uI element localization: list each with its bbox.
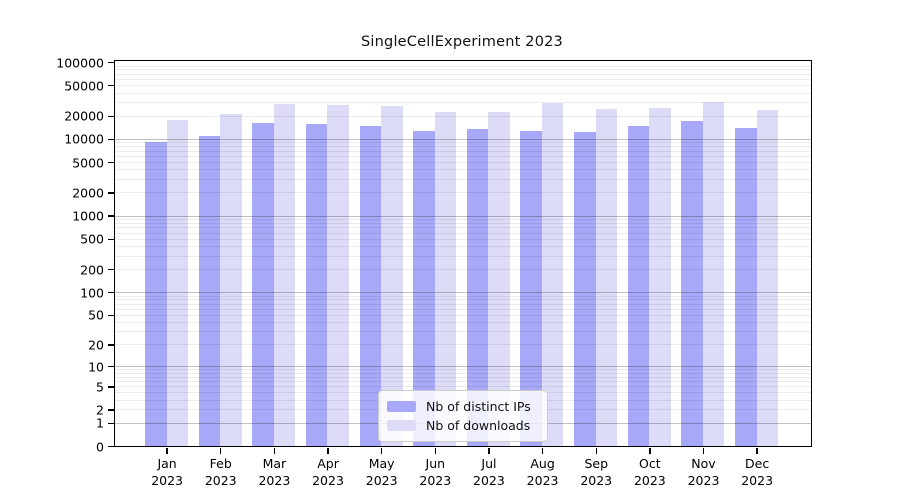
- bar-downloads-jan: [166, 119, 188, 446]
- legend-swatch-downloads: [387, 420, 416, 431]
- y-axis-tick: [108, 192, 114, 194]
- gridline: [115, 79, 811, 81]
- bar-downloads-nov: [702, 101, 725, 446]
- bar-downloads-aug: [541, 103, 564, 446]
- x-axis-tick: [273, 448, 276, 455]
- x-axis-tick: [702, 448, 705, 455]
- legend-box: Nb of distinct IPs Nb of downloads: [378, 390, 548, 442]
- x-axis-tick-label-dec: Dec 2023: [741, 456, 774, 488]
- bar-downloads-feb: [220, 114, 242, 446]
- y-axis-tick: [108, 409, 114, 411]
- y-axis-tick: [108, 386, 114, 388]
- bar-downloads-may: [381, 105, 403, 446]
- x-axis-tick: [327, 448, 329, 455]
- y-axis-tick: [108, 85, 114, 87]
- x-axis-tick: [541, 448, 544, 455]
- y-axis-tick: [108, 115, 114, 117]
- bar-downloads-jun: [434, 112, 457, 446]
- x-axis-tick: [488, 448, 490, 455]
- y-axis-tick-label: 20000: [64, 108, 104, 124]
- y-axis-tick-label: 1: [96, 415, 104, 431]
- y-axis-tick: [108, 445, 114, 448]
- y-axis-tick: [108, 365, 114, 368]
- gridline: [115, 73, 811, 75]
- y-axis-tick-label: 100000: [56, 55, 104, 71]
- legend-swatch-distinct-ips: [387, 401, 416, 412]
- x-axis-tick-label-sep: Sep 2023: [580, 456, 613, 488]
- gridline: [115, 85, 811, 87]
- y-axis-tick: [108, 269, 114, 271]
- bar-ips-jan: [145, 141, 167, 446]
- y-axis-tick-label: 1000: [72, 208, 104, 224]
- bar-downloads-apr: [327, 104, 349, 446]
- bar-ips-apr: [305, 123, 328, 446]
- bar-ips-dec: [735, 127, 757, 446]
- bar-ips-jun: [413, 130, 435, 446]
- x-axis-tick: [380, 448, 383, 455]
- x-axis-tick-label-nov: Nov 2023: [687, 456, 720, 488]
- gridline: [115, 69, 811, 71]
- gridline: [115, 65, 811, 67]
- x-axis-tick-label-jun: Jun 2023: [419, 456, 452, 488]
- legend-item-distinct-ips: Nb of distinct IPs: [387, 397, 537, 416]
- x-axis-tick: [166, 448, 168, 455]
- y-axis-tick: [108, 215, 114, 217]
- y-axis-tick-label: 0: [96, 439, 104, 455]
- chart-title: SingleCellExperiment 2023: [361, 34, 563, 50]
- x-axis-tick-label-mar: Mar 2023: [258, 456, 291, 488]
- legend-label-distinct-ips: Nb of distinct IPs: [426, 399, 531, 414]
- y-axis-tick: [108, 291, 114, 294]
- x-axis-tick-label-feb: Feb 2023: [204, 456, 237, 488]
- bar-ips-feb: [198, 135, 221, 446]
- y-axis-tick: [108, 314, 114, 317]
- legend-item-downloads: Nb of downloads: [387, 416, 537, 435]
- y-axis-tick-label: 50: [88, 307, 104, 323]
- x-axis-tick: [756, 448, 758, 455]
- legend-label-downloads: Nb of downloads: [426, 418, 531, 433]
- y-axis-tick-label: 5000: [72, 155, 104, 170]
- y-axis-tick: [108, 238, 114, 240]
- x-axis-tick: [434, 448, 436, 455]
- bar-ips-mar: [252, 122, 274, 446]
- bar-ips-oct: [627, 126, 650, 446]
- y-axis-tick-label: 10000: [64, 131, 104, 147]
- y-axis-tick-label: 20: [88, 337, 104, 353]
- x-axis-tick-label-aug: Aug 2023: [526, 456, 559, 488]
- y-axis-tick: [108, 161, 114, 164]
- y-axis-tick-label: 10: [88, 359, 104, 375]
- plot-area: Nb of distinct IPs Nb of downloads: [114, 60, 812, 447]
- y-axis-tick-label: 5: [96, 379, 104, 395]
- y-axis-tick: [108, 344, 114, 346]
- y-axis-tick-label: 2: [96, 402, 104, 418]
- y-axis-tick-label: 50000: [64, 78, 104, 94]
- x-axis-tick-label-oct: Oct 2023: [633, 456, 666, 488]
- y-axis-tick-label: 100: [80, 285, 104, 301]
- x-axis-tick: [220, 448, 222, 455]
- x-axis-tick-label-may: May 2023: [365, 456, 398, 488]
- x-axis-tick-label-apr: Apr 2023: [312, 456, 344, 488]
- y-axis-tick: [108, 422, 114, 425]
- bar-downloads-dec: [756, 110, 779, 446]
- x-axis-tick-label-jan: Jan 2023: [151, 456, 183, 488]
- y-axis-tick: [108, 138, 114, 141]
- bar-downloads-jul: [488, 111, 510, 446]
- bar-downloads-sep: [595, 109, 618, 446]
- bar-downloads-mar: [273, 103, 296, 446]
- x-axis-tick-label-jul: Jul 2023: [473, 456, 505, 488]
- y-axis-tick-label: 500: [80, 231, 104, 247]
- bar-ips-may: [359, 125, 382, 446]
- y-axis-tick-label: 2000: [72, 185, 104, 201]
- bar-ips-jul: [466, 128, 489, 446]
- bar-downloads-oct: [649, 107, 671, 446]
- x-axis-tick: [649, 448, 651, 455]
- bar-ips-sep: [574, 132, 596, 446]
- bar-ips-aug: [520, 131, 542, 446]
- gridline: [115, 92, 811, 94]
- y-axis-tick: [108, 61, 114, 64]
- bar-ips-nov: [681, 120, 703, 446]
- y-axis-tick-label: 200: [80, 262, 104, 278]
- x-axis-tick: [595, 448, 597, 455]
